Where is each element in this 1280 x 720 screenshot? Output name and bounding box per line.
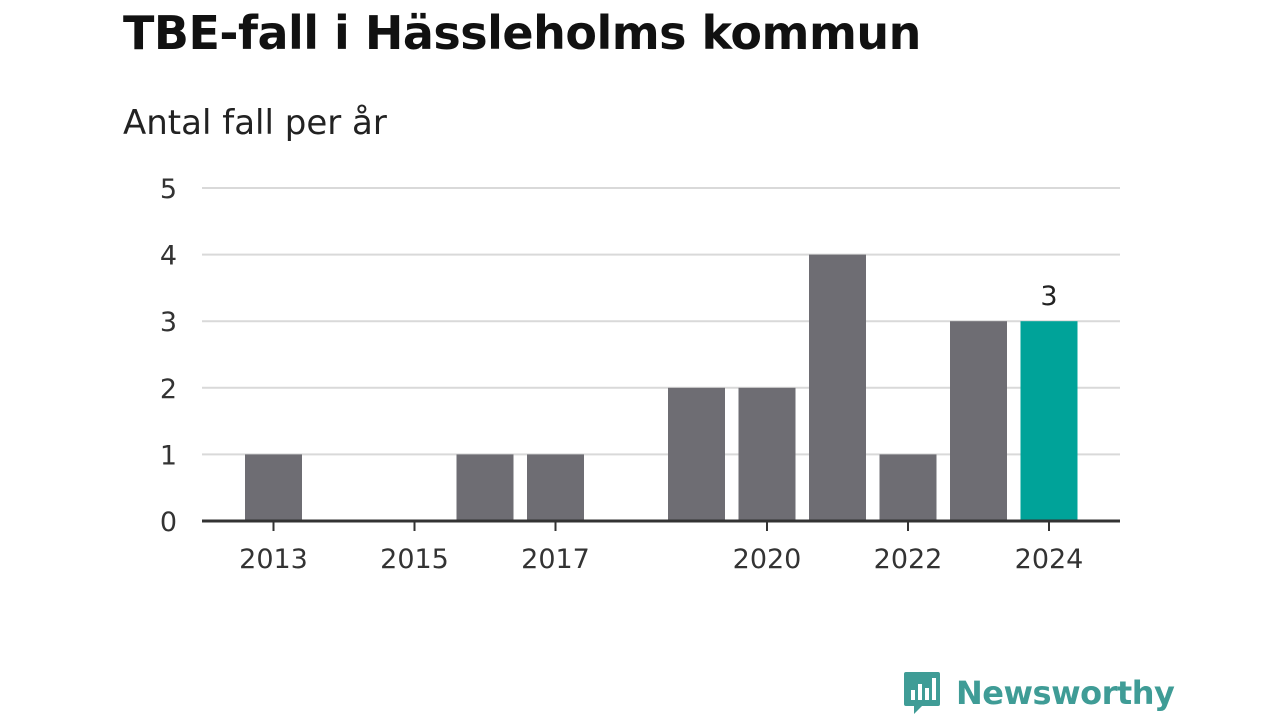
x-tick-label: 2020 [733,544,802,575]
x-tick-label: 2024 [1015,544,1084,575]
bar-2016 [456,454,514,521]
bar-2019 [668,387,725,521]
data-labels: 3 [1040,281,1057,312]
bar-2024 [1020,321,1078,521]
bar-2023 [950,321,1007,521]
y-tick-label: 3 [160,307,177,338]
x-tick-label: 2017 [521,544,590,575]
chart-subtitle: Antal fall per år [123,103,387,143]
bars [245,254,1078,521]
y-tick-label: 4 [160,241,177,272]
x-tick-label: 2015 [380,544,449,575]
x-tick-labels: 2013 2015 2017 2020 2022 2024 [239,544,1083,575]
bar-2017 [527,454,584,521]
x-tick-label: 2013 [239,544,308,575]
bar-2013 [245,454,302,521]
x-axis [202,519,1120,531]
y-tick-label: 5 [160,174,177,205]
data-label: 3 [1040,281,1057,312]
y-tick-labels: 0 1 2 3 4 5 [160,174,177,538]
brand-logo: Newsworthy [902,670,1175,716]
bar-2021 [809,254,866,521]
bar-chart: 0 1 2 3 4 5 2013 2015 2017 2020 2022 2024 3 [160,174,1120,575]
bar-2022 [879,454,937,521]
x-tick-label: 2022 [874,544,943,575]
bar-2020 [738,387,796,521]
brand-name: Newsworthy [956,674,1175,712]
y-tick-label: 2 [160,374,177,405]
y-tick-label: 0 [160,507,177,538]
y-tick-label: 1 [160,440,177,471]
bar-chart-speech-bubble-icon [904,672,940,714]
chart-title: TBE-fall i Hässleholms kommun [123,6,921,60]
